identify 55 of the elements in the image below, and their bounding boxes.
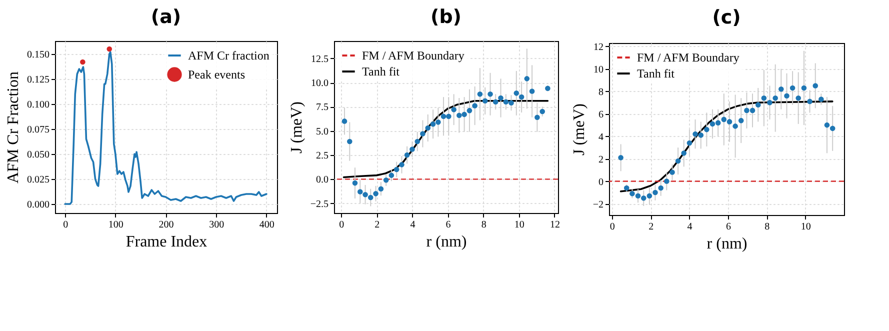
- y-tick-label: 0.125: [27, 74, 50, 86]
- x-tick-label: 4: [410, 220, 416, 230]
- legend-label: FM / AFM Boundary: [637, 50, 740, 64]
- y-tick-label: 2.5: [316, 150, 328, 162]
- x-tick-label: 0: [339, 220, 344, 230]
- y-tick-label: 8: [598, 86, 604, 98]
- y-tick-label: 0.150: [27, 50, 50, 60]
- y-axis-title: J (meV): [288, 102, 306, 154]
- legend-label: AFM Cr fraction: [188, 48, 270, 62]
- x-tick-label: 8: [481, 220, 486, 230]
- chart-title: (a): [150, 6, 182, 28]
- y-tick-label: 0.075: [27, 124, 50, 136]
- x-tick-label: 0: [63, 220, 68, 230]
- legend-label: Tanh fit: [637, 66, 676, 80]
- legend-label: Peak events: [188, 68, 246, 82]
- y-tick-label: 0.025: [27, 174, 50, 186]
- y-tick-label: 7.5: [316, 102, 328, 114]
- y-tick-label: 4: [598, 132, 604, 143]
- x-axis-title: Frame Index: [126, 234, 208, 250]
- chart-title: (b): [430, 6, 462, 28]
- y-tick-label: 0.050: [27, 150, 50, 160]
- y-tick-label: 0: [598, 176, 604, 188]
- y-tick-label: 2: [598, 154, 604, 166]
- y-tick-label: 12: [594, 42, 604, 53]
- x-tick-label: 200: [158, 220, 174, 230]
- x-axis-title: r (nm): [426, 234, 467, 250]
- y-tick-label: 6: [598, 109, 604, 120]
- y-tick-label: 10.0: [311, 78, 328, 90]
- legend-label: Tanh fit: [362, 64, 400, 78]
- y-tick-label: 5.0: [316, 126, 328, 138]
- chart-title: (c): [712, 6, 741, 28]
- x-tick-label: 2: [374, 220, 380, 230]
- x-tick-label: 100: [108, 220, 124, 230]
- x-tick-label: 10: [514, 220, 524, 230]
- legend-label: FM / AFM Boundary: [362, 48, 464, 62]
- x-axis-title: r (nm): [706, 236, 748, 252]
- x-tick-label: 300: [209, 220, 224, 230]
- y-tick-label: 0.100: [27, 100, 50, 110]
- x-tick-label: 6: [446, 220, 451, 230]
- x-tick-label: 8: [764, 222, 770, 232]
- x-tick-label: 400: [259, 220, 274, 230]
- y-axis-title: AFM Cr Fraction: [5, 72, 22, 184]
- y-tick-label: −2: [592, 199, 604, 210]
- x-tick-label: 0: [610, 222, 615, 232]
- y-tick-label: 10: [594, 64, 604, 76]
- y-tick-label: −2.5: [310, 198, 328, 210]
- x-tick-label: 4: [687, 222, 692, 232]
- x-tick-label: 12: [550, 220, 560, 230]
- y-axis-title: J (meV): [570, 104, 588, 156]
- y-tick-label: 0.0: [316, 174, 328, 186]
- x-tick-label: 10: [800, 222, 811, 232]
- x-tick-label: 6: [726, 222, 731, 232]
- y-tick-label: 0.000: [27, 200, 50, 210]
- x-tick-label: 2: [648, 222, 654, 232]
- y-tick-label: 12.5: [311, 54, 328, 65]
